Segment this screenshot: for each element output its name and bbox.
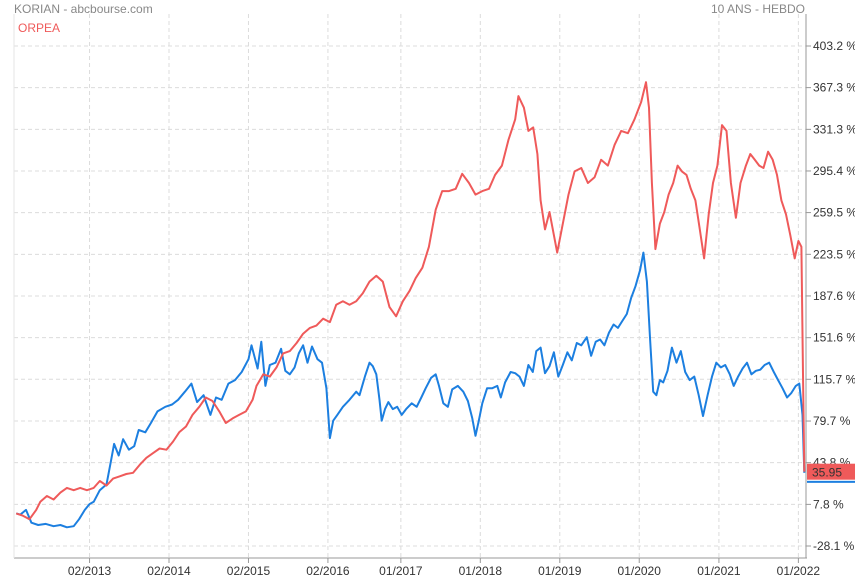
x-tick-label: 01/2017 <box>379 564 423 578</box>
x-tick-label: 02/2014 <box>147 564 191 578</box>
y-tick-label: 403.2 % <box>813 39 855 53</box>
y-tick-label: 223.5 % <box>813 247 855 261</box>
y-tick-label: -28.1 % <box>813 539 855 553</box>
x-tick-label: 01/2019 <box>538 564 582 578</box>
x-tick-label: 01/2022 <box>777 564 821 578</box>
y-axis-ticks: 403.2 % 367.3 % 331.3 % 295.4 % 259.5 % 223.5… <box>806 39 855 553</box>
y-tick-label: 115.7 % <box>813 372 855 386</box>
y-tick-label: 151.6 % <box>813 331 855 345</box>
x-tick-label: 02/2015 <box>227 564 271 578</box>
y-tick-label: 187.6 % <box>813 289 855 303</box>
axes <box>13 14 807 559</box>
x-axis-ticks: 02/2013 02/2014 02/2015 02/2016 01/2017 01/20… <box>68 558 821 578</box>
x-tick-label: 02/2016 <box>306 564 350 578</box>
series-line-korian <box>15 251 806 529</box>
chart-title: KORIAN - abcbourse.com <box>14 2 153 16</box>
last-value-labels: 35.95 <box>807 463 855 483</box>
series-line-orpea <box>15 81 806 521</box>
x-tick-label: 01/2021 <box>697 564 741 578</box>
x-tick-label: 01/2018 <box>459 564 503 578</box>
y-tick-label: 331.3 % <box>813 122 855 136</box>
last-value-label: 35.95 <box>812 466 842 480</box>
x-tick-label: 02/2013 <box>68 564 112 578</box>
grid <box>14 14 806 558</box>
y-tick-label: 7.8 % <box>813 497 844 511</box>
y-tick-label: 259.5 % <box>813 206 855 220</box>
chart-period: 10 ANS - HEBDO <box>710 2 805 16</box>
y-tick-label: 79.7 % <box>813 414 851 428</box>
series-lines <box>15 81 806 529</box>
x-tick-label: 01/2020 <box>618 564 662 578</box>
legend-series-orpea: ORPEA <box>18 21 61 35</box>
y-tick-label: 295.4 % <box>813 164 855 178</box>
last-value-box-orpea <box>807 463 855 480</box>
y-tick-label: 367.3 % <box>813 81 855 95</box>
last-value-marker-korian <box>807 480 855 483</box>
